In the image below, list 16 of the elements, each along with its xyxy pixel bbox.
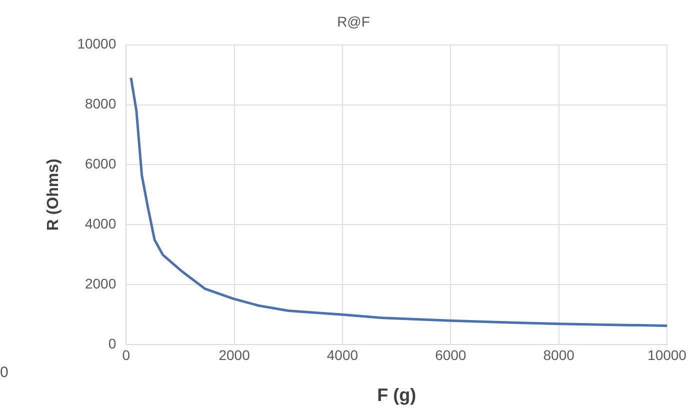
y-tick-label: 2000 — [84, 276, 116, 292]
x-tick-label: 0 — [122, 346, 130, 363]
x-tick-label: 10000 — [648, 346, 687, 363]
x-tick-label: 2000 — [218, 346, 250, 363]
y-axis-title: R (Ohms) — [45, 158, 62, 231]
y-tick-label: 10000 — [77, 36, 116, 52]
y-tick-label: 4000 — [84, 216, 116, 232]
x-tick-label: 6000 — [435, 346, 466, 363]
x-axis-title: F (g) — [377, 385, 416, 406]
y-tick-label: 8000 — [84, 96, 116, 112]
chart-title: R@F — [337, 13, 370, 30]
text: 0 — [0, 364, 8, 381]
y-tick-label: 0 — [108, 335, 116, 352]
x-tick-label: 4000 — [326, 346, 358, 363]
y-tick-label: 6000 — [84, 156, 116, 172]
x-tick-label: 8000 — [543, 346, 575, 363]
